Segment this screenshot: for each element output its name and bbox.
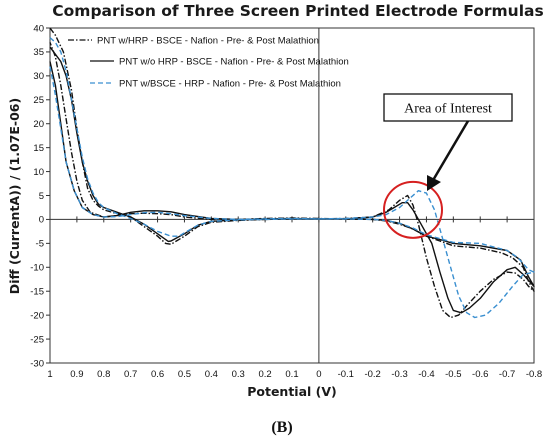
y-tick-label: 5 bbox=[39, 191, 44, 202]
x-tick-label: 0.4 bbox=[205, 369, 218, 380]
series-layer bbox=[49, 27, 535, 319]
series-line-2 bbox=[49, 46, 535, 314]
x-tick-label: 0.8 bbox=[97, 369, 110, 380]
y-tick-label: 15 bbox=[33, 143, 44, 154]
x-tick-label: -0.2 bbox=[364, 369, 380, 380]
legend-label-series-1: PNT w/HRP - BSCE - Nafion - Pre- & Post … bbox=[97, 36, 319, 47]
x-tick-label: 0.3 bbox=[232, 369, 245, 380]
x-tick-label: -0.8 bbox=[526, 369, 542, 380]
y-tick-label: 25 bbox=[33, 95, 44, 106]
x-tick-label: 0 bbox=[316, 369, 321, 380]
y-axis-title: Diff (CurrentA)) / (1.07E-06) bbox=[7, 98, 22, 294]
y-tick-label: -20 bbox=[30, 310, 44, 321]
annotation-box bbox=[383, 93, 513, 122]
y-tick-label: 20 bbox=[33, 119, 44, 130]
x-tick-label: 1 bbox=[47, 369, 52, 380]
y-tick-label: -5 bbox=[36, 239, 44, 250]
x-axis-title: Potential (V) bbox=[247, 384, 337, 399]
x-tick-label: -0.5 bbox=[445, 369, 461, 380]
y-tick-label: 0 bbox=[39, 215, 44, 226]
x-tick-label: 0.5 bbox=[178, 369, 191, 380]
y-axis-ticks: 40 35 30 25 20 15 10 5 0 -5 -10 -15 -20 -25 -30 bbox=[30, 23, 50, 369]
y-tick-label: 10 bbox=[33, 167, 44, 178]
x-tick-label: 0.7 bbox=[124, 369, 137, 380]
x-tick-label: 0.6 bbox=[151, 369, 164, 380]
x-tick-label: -0.3 bbox=[391, 369, 407, 380]
y-tick-label: -30 bbox=[30, 358, 44, 369]
x-tick-label: -0.1 bbox=[338, 369, 354, 380]
y-tick-label: 30 bbox=[33, 71, 44, 82]
x-tick-label: -0.7 bbox=[499, 369, 515, 380]
chart-title: Comparison of Three Screen Printed Elect… bbox=[52, 2, 543, 20]
x-tick-label: -0.6 bbox=[472, 369, 488, 380]
annotation-arrowhead bbox=[427, 175, 441, 191]
y-tick-label: -25 bbox=[30, 334, 44, 345]
y-tick-label: 35 bbox=[33, 47, 44, 58]
panel-label: (B) bbox=[271, 419, 292, 436]
legend: PNT w/HRP - BSCE - Nafion - Pre- & Post … bbox=[68, 36, 349, 90]
y-tick-label: -10 bbox=[30, 263, 44, 274]
series-line-3 bbox=[49, 37, 535, 319]
x-tick-label: -0.4 bbox=[418, 369, 434, 380]
annotation-text: Area of Interest bbox=[404, 102, 492, 117]
plot-frame bbox=[49, 27, 535, 364]
y-tick-label: 40 bbox=[33, 23, 44, 34]
legend-label-series-2: PNT w/o HRP - BSCE - Nafion - Pre- & Pos… bbox=[119, 57, 349, 68]
series-line-1 bbox=[49, 27, 535, 319]
legend-label-series-3: PNT w/BSCE - HRP - Nafion - Pre- & Post … bbox=[119, 79, 341, 90]
area-of-interest-callout: Area of Interest bbox=[383, 93, 513, 239]
y-tick-label: -15 bbox=[30, 287, 44, 298]
x-tick-label: 0.1 bbox=[285, 369, 298, 380]
x-tick-label: 0.2 bbox=[259, 369, 272, 380]
annotation-arrow bbox=[430, 120, 470, 183]
highlight-circle bbox=[383, 180, 443, 239]
x-tick-label: 0.9 bbox=[70, 369, 83, 380]
x-axis-ticks: 1 0.9 0.8 0.7 0.6 0.5 0.4 0.3 0.2 0.1 0 -0.1 -0.2 -0.… bbox=[47, 216, 542, 380]
